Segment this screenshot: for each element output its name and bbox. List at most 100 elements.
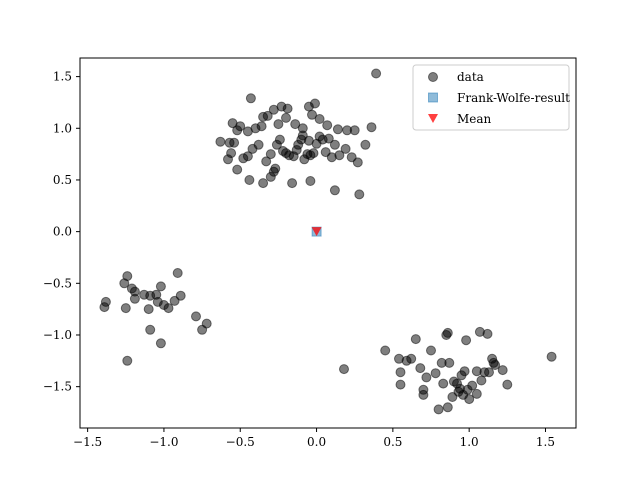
data-point: [232, 164, 243, 175]
data-point: [122, 271, 133, 282]
data-points-layer: [99, 68, 557, 415]
data-point: [482, 328, 493, 339]
data-point: [442, 327, 453, 338]
data-point: [329, 139, 340, 150]
x-tick-label: 1.0: [460, 435, 479, 449]
data-point: [258, 178, 269, 189]
legend-marker-frank-wolfe: [428, 92, 438, 103]
plot-frame: [79, 57, 577, 429]
data-point: [410, 334, 421, 345]
data-point: [421, 372, 432, 383]
data-point: [100, 296, 111, 307]
data-point: [371, 68, 382, 79]
data-point: [459, 366, 470, 377]
data-point: [129, 293, 140, 304]
y-axis-ticks: −1.5 −1.0 −0.5 0.0 0.5 1.0 1.5: [43, 70, 80, 394]
data-point: [476, 375, 487, 386]
y-tick-label: 0.5: [53, 173, 72, 187]
data-point: [235, 121, 246, 132]
y-tick-label: −0.5: [43, 276, 72, 290]
data-point: [314, 114, 325, 124]
y-tick-label: 1.5: [53, 70, 72, 84]
data-point: [155, 338, 166, 349]
data-point: [329, 185, 340, 196]
data-point: [310, 98, 320, 109]
mean-marker: [311, 227, 322, 237]
legend-label-mean: Mean: [457, 112, 492, 126]
x-tick-label: −0.5: [226, 435, 255, 449]
data-point: [334, 150, 345, 161]
data-point: [339, 364, 349, 375]
data-point: [262, 110, 273, 121]
data-point: [340, 143, 351, 154]
legend-marker-mean: [428, 114, 438, 123]
data-point: [366, 122, 377, 133]
data-point: [253, 139, 264, 150]
data-point: [308, 148, 319, 159]
data-point: [175, 290, 186, 301]
data-point: [438, 378, 449, 389]
data-point: [360, 139, 371, 150]
x-tick-label: −1.5: [73, 435, 102, 449]
x-tick-label: 0.0: [307, 435, 326, 449]
data-point: [395, 379, 406, 390]
data-point: [155, 281, 166, 292]
data-point: [223, 154, 233, 165]
data-point: [163, 303, 174, 314]
data-point: [433, 404, 444, 415]
data-point: [256, 121, 267, 132]
legend: data Frank-Wolfe-result Mean: [412, 64, 570, 131]
data-point: [471, 388, 482, 399]
data-point: [497, 365, 508, 376]
y-tick-label: −1.5: [43, 380, 72, 394]
data-point: [380, 345, 391, 356]
data-point: [242, 151, 253, 162]
legend-label-data: data: [457, 70, 484, 84]
data-point: [415, 363, 426, 374]
data-point: [120, 303, 131, 314]
data-point: [274, 134, 285, 145]
data-point: [332, 124, 343, 135]
data-point: [442, 402, 453, 413]
data-point: [290, 119, 301, 130]
data-point: [305, 176, 316, 186]
x-tick-label: 0.5: [383, 435, 402, 449]
data-point: [281, 112, 291, 123]
data-point: [245, 93, 256, 104]
data-point: [471, 366, 482, 377]
legend-marker-data: [428, 72, 438, 82]
data-point: [270, 163, 281, 174]
data-point: [287, 178, 298, 189]
data-point: [143, 304, 154, 315]
data-point: [464, 394, 475, 405]
data-point: [461, 335, 472, 346]
data-point: [395, 367, 406, 378]
data-point: [490, 360, 501, 370]
data-point: [215, 136, 226, 147]
data-point: [354, 189, 365, 200]
data-point: [282, 103, 293, 114]
data-point: [191, 311, 201, 322]
data-point: [352, 157, 363, 168]
data-point: [406, 353, 417, 364]
data-point: [201, 318, 212, 329]
data-point: [484, 367, 494, 378]
result-markers-layer: [311, 226, 322, 237]
data-point: [307, 109, 317, 120]
data-point: [349, 125, 360, 136]
data-point: [261, 156, 272, 167]
data-point: [229, 137, 240, 148]
data-point: [265, 149, 276, 160]
data-point: [145, 324, 156, 335]
data-point: [323, 133, 334, 144]
data-point: [502, 379, 513, 390]
data-point: [418, 389, 429, 400]
x-tick-label: −1.0: [149, 435, 178, 449]
y-tick-label: 1.0: [53, 121, 72, 135]
data-point: [426, 345, 436, 356]
data-point: [244, 175, 255, 185]
data-point: [467, 380, 478, 391]
data-point: [430, 368, 441, 379]
data-point: [444, 357, 455, 368]
